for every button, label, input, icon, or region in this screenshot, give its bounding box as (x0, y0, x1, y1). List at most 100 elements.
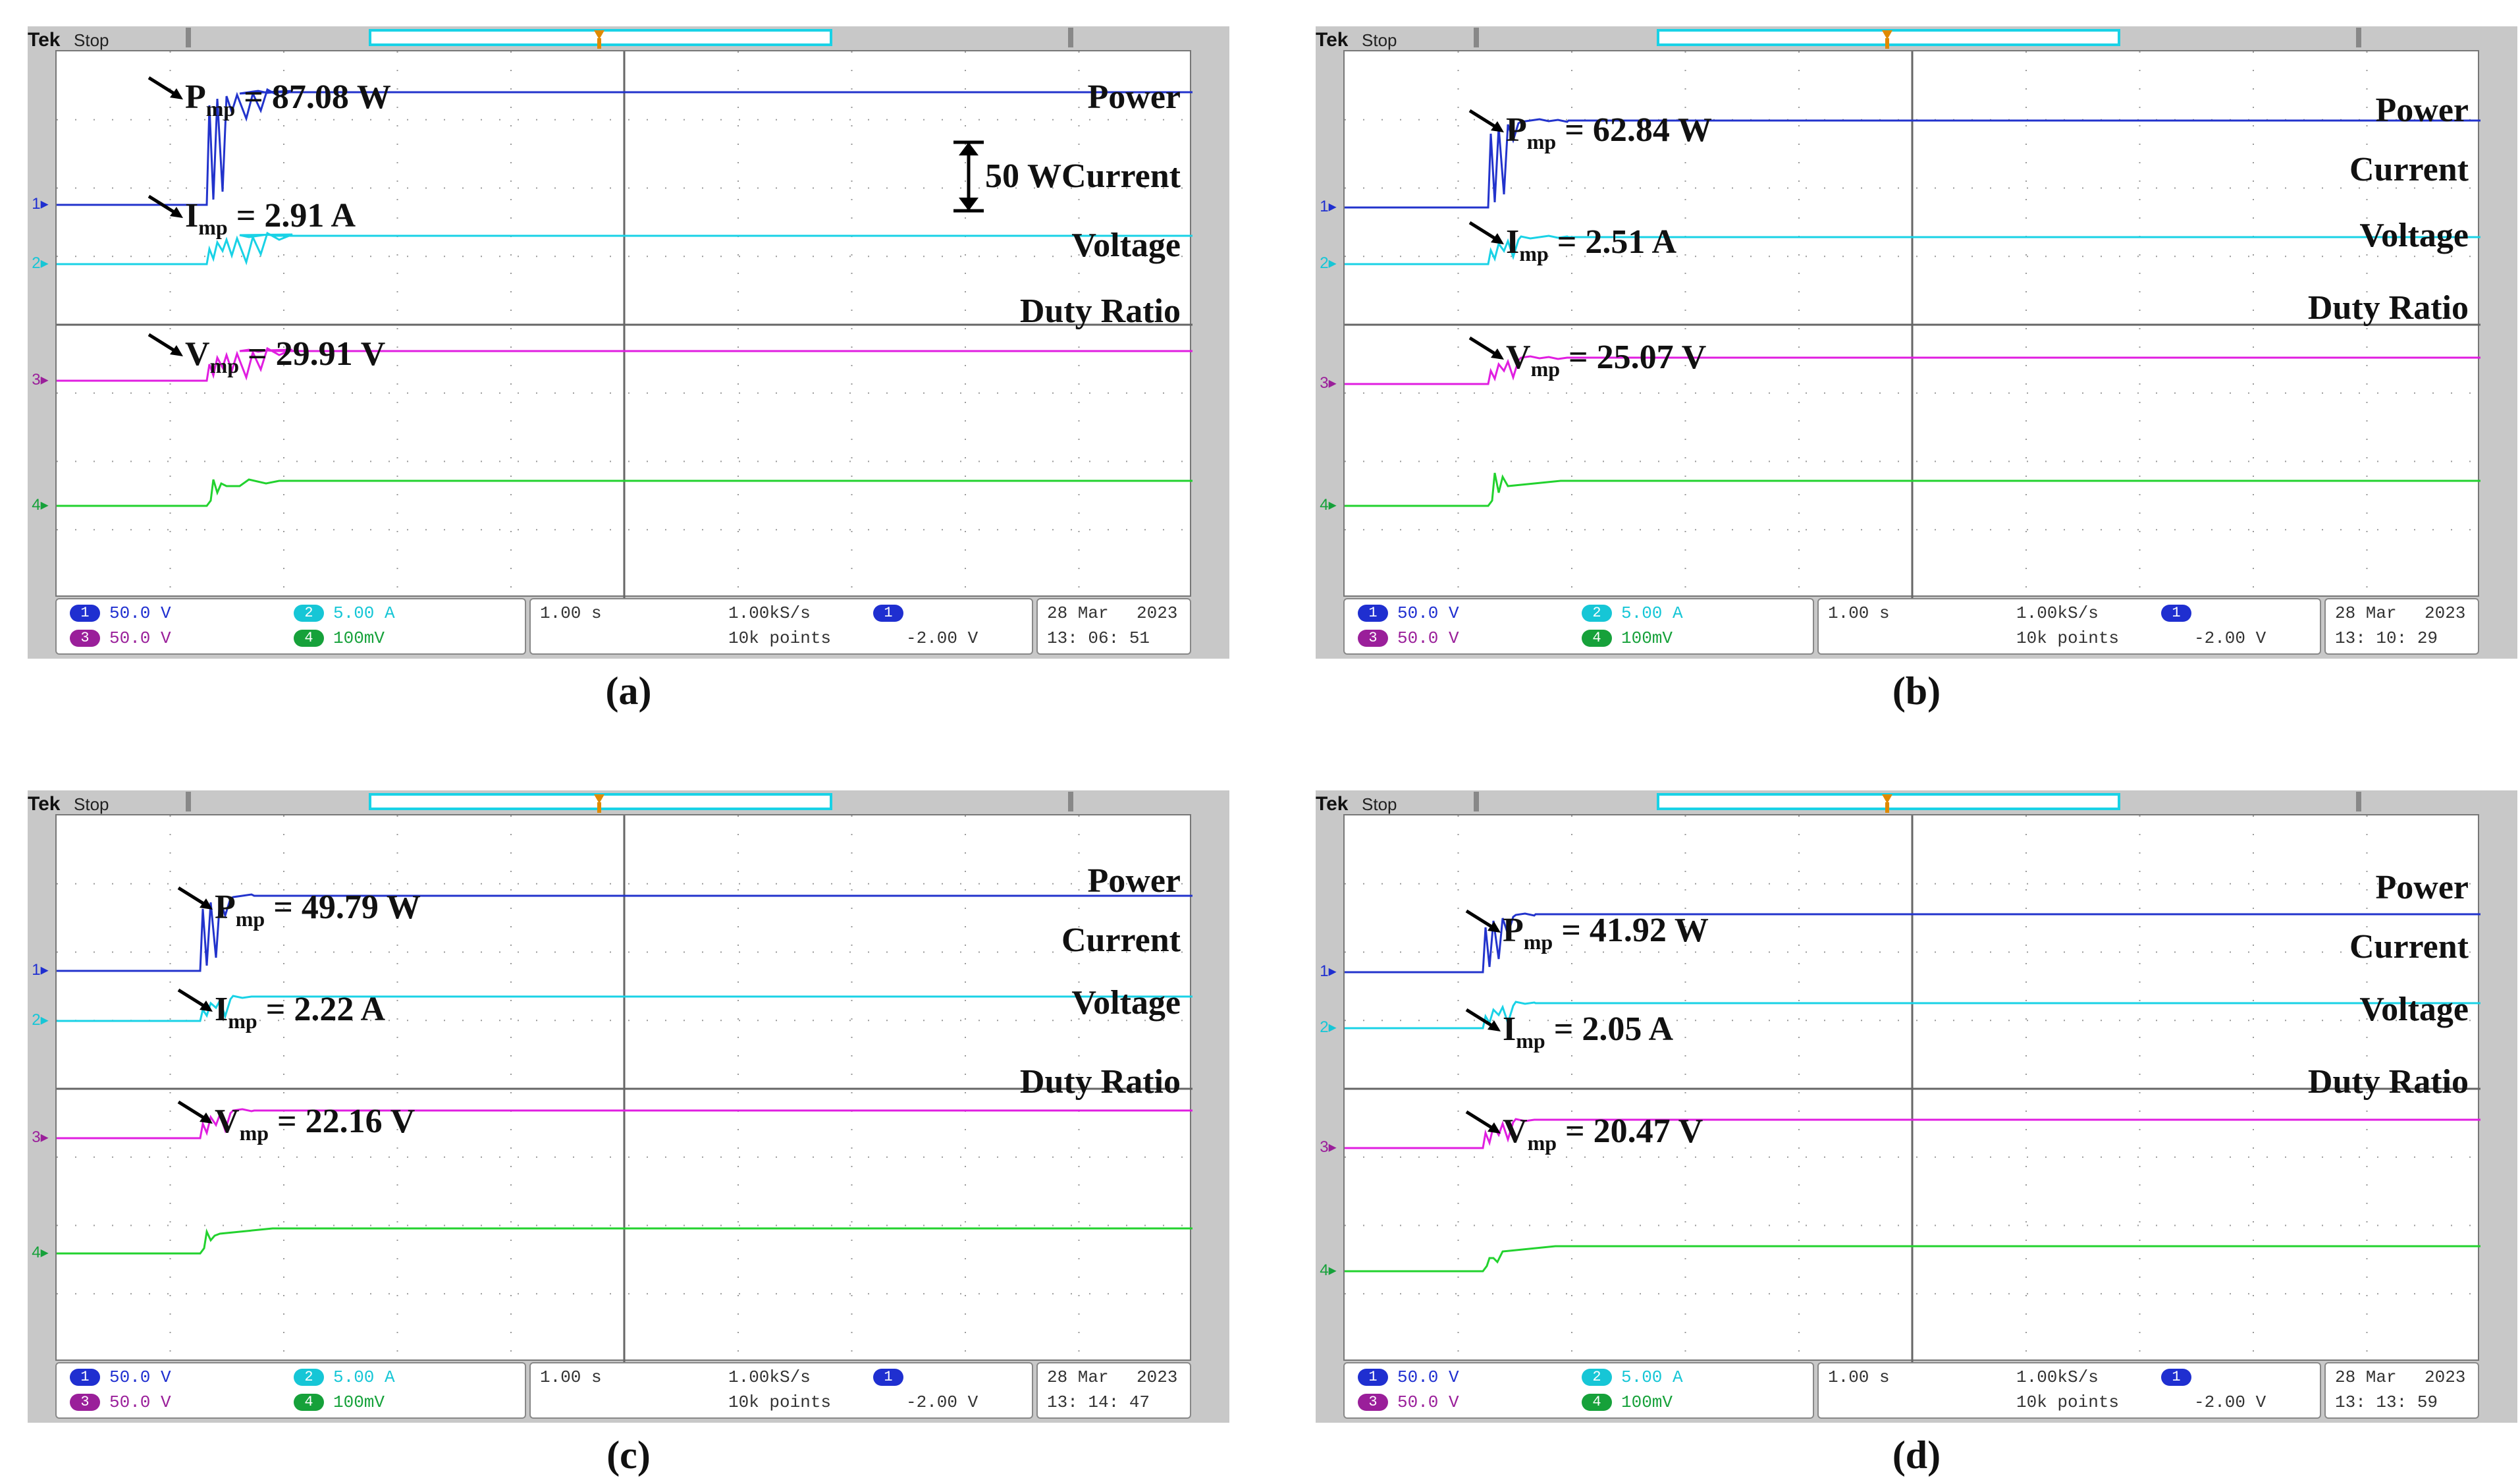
signal-label-power: Power (2375, 869, 2469, 906)
scope-top-bar: Tek Stop (1316, 790, 2517, 815)
channel-3-badge: 3 (70, 630, 100, 647)
ch4-scale: 100mV (333, 628, 385, 648)
acq-time: 13: 13: 59 (2335, 1392, 2438, 1412)
acq-date: 28 Mar (1047, 1367, 1109, 1387)
channel-4-badge: 4 (294, 630, 324, 647)
sample-rate: 1.00kS/s (2016, 1367, 2099, 1387)
scope-brand: Tek (28, 793, 61, 815)
signal-label-voltage: Voltage (2359, 991, 2469, 1028)
imp-annotation: Imp = 2.22 A (215, 990, 385, 1033)
acq-year: 2023 (2425, 1367, 2466, 1387)
ch2-scale: 5.00 A (1621, 603, 1683, 623)
vmp-annotation: Vmp = 20.47 V (1503, 1112, 1703, 1155)
channel-1-badge: 1 (1358, 605, 1388, 622)
channel-4-badge: 4 (1582, 1394, 1612, 1411)
annotation-arrowhead-p (200, 898, 213, 910)
voltage-trace (57, 1108, 1193, 1139)
acquisition-state: Stop (1362, 794, 1397, 814)
status-bar: 1 50.0 V 3 50.0 V 2 5.00 A 4 100mV 1.00 s 1.00kS/… (55, 598, 1191, 655)
channel-1-badge: 1 (1358, 1369, 1388, 1386)
record-window-right (2356, 792, 2361, 811)
channel-settings-box: 1 50.0 V 3 50.0 V 2 5.00 A 4 100mV (1343, 1362, 1814, 1419)
voltage-trace (1345, 1118, 2480, 1149)
datetime-box: 28 Mar 2023 13: 13: 59 (2324, 1362, 2479, 1419)
oscilloscope-frame: Tek Stop Power Current Voltage Duty Ratio Pm… (28, 26, 1229, 659)
current-trace (57, 231, 1193, 265)
vmp-annotation: Vmp = 29.91 V (185, 335, 385, 378)
vmp-subscript: mp (1527, 1131, 1557, 1155)
channel-2-badge: 2 (1582, 1369, 1612, 1386)
imp-subscript: mp (228, 1009, 257, 1033)
sample-rate: 1.00kS/s (728, 1367, 811, 1387)
record-window-right (1068, 28, 1073, 47)
trigger-position-stem (597, 802, 601, 813)
scope-panel-2: Tek Stop Power Current Voltage Duty Ratio Pm… (1316, 26, 2517, 713)
panel-caption: (b) (1892, 669, 1941, 713)
signal-label-voltage: Voltage (1071, 984, 1181, 1022)
trigger-position-icon (1882, 794, 1892, 804)
annotation-arrowhead-v (170, 345, 183, 356)
vmp-value: = 25.07 V (1560, 339, 1707, 376)
acquisition-state: Stop (74, 794, 109, 814)
imp-symbol: I (1503, 1010, 1516, 1048)
channel-2-marker: 2▸ (1320, 1018, 1337, 1036)
scope-top-bar: Tek Stop (28, 790, 1229, 815)
signal-label-voltage: Voltage (2359, 217, 2469, 254)
signal-label-power: Power (1087, 862, 1181, 900)
scope-top-bar: Tek Stop (1316, 26, 2517, 51)
signal-label-current: Current (2349, 151, 2469, 188)
acq-time: 13: 14: 47 (1047, 1392, 1150, 1412)
scale-bar-arrow-down (959, 198, 979, 211)
signal-label-power: Power (2375, 92, 2469, 129)
ch1-scale: 50.0 V (1397, 603, 1459, 623)
channel-2-badge: 2 (294, 1369, 324, 1386)
pmp-annotation: Pmp = 62.84 W (1506, 111, 1712, 154)
channel-4-badge: 4 (1582, 630, 1612, 647)
sample-rate: 1.00kS/s (2016, 603, 2099, 623)
panel-caption: (c) (606, 1433, 651, 1477)
waveform-screen: Power Current Voltage Duty Ratio Pmp = 49.79… (55, 814, 1193, 1362)
timebase-value: 1.00 s (1828, 603, 1890, 623)
trigger-position-stem (1885, 802, 1889, 813)
ch1-scale: 50.0 V (109, 603, 171, 623)
signal-label-current: Current (1061, 157, 1181, 195)
trigger-position-icon (594, 30, 604, 40)
power-trace (57, 893, 1193, 972)
graticule (57, 815, 1193, 1362)
vmp-annotation: Vmp = 22.16 V (215, 1102, 415, 1145)
vmp-symbol: V (185, 335, 210, 373)
annotation-arrowhead-i (200, 1001, 213, 1012)
scope-panel-4: Tek Stop Power Current Voltage Duty Ratio Pm… (1316, 790, 2517, 1477)
ch2-scale: 5.00 A (1621, 1367, 1683, 1387)
ch2-scale: 5.00 A (333, 603, 395, 623)
record-indicator (1474, 28, 2361, 49)
waveform-plot (57, 815, 1193, 1362)
vmp-subscript: mp (1530, 357, 1561, 381)
scope-panel-1: Tek Stop Power Current Voltage Duty Ratio Pm… (28, 26, 1229, 713)
annotation-arrowhead-p (1488, 921, 1501, 933)
channel-4-marker: 4▸ (32, 1244, 49, 1261)
timebase-box: 1.00 s 1.00kS/s 10k points 1 -2.00 V (1817, 598, 2321, 655)
scope-brand: Tek (28, 29, 61, 51)
acq-year: 2023 (2425, 603, 2466, 623)
pmp-value: = 87.08 W (235, 78, 391, 116)
annotation-arrowhead-v (200, 1112, 213, 1124)
pmp-subscript: mp (205, 97, 236, 121)
channel-1-marker: 1▸ (1320, 962, 1337, 980)
annotation-arrowhead-i (1491, 233, 1504, 244)
channel-3-badge: 3 (70, 1394, 100, 1411)
timebase-value: 1.00 s (1828, 1367, 1890, 1387)
imp-value: = 2.91 A (227, 197, 356, 234)
graticule (1345, 815, 2480, 1362)
signal-label-current: Current (1061, 921, 1181, 959)
channel-3-marker: 3▸ (32, 1128, 49, 1146)
channel-1-marker: 1▸ (1320, 198, 1337, 215)
status-bar: 1 50.0 V 3 50.0 V 2 5.00 A 4 100mV 1.00 s 1.00kS/… (1343, 1362, 2479, 1419)
annotation-arrowhead-i (1488, 1020, 1501, 1031)
trigger-level: -2.00 V (2194, 628, 2266, 648)
scope-panel-3: Tek Stop Power Current Voltage Duty Ratio Pm… (28, 790, 1229, 1477)
annotation-arrowhead-p (1491, 121, 1504, 132)
signal-label-duty-ratio: Duty Ratio (2307, 1063, 2469, 1101)
channel-1-badge: 1 (70, 605, 100, 622)
imp-annotation: Imp = 2.91 A (185, 196, 356, 240)
